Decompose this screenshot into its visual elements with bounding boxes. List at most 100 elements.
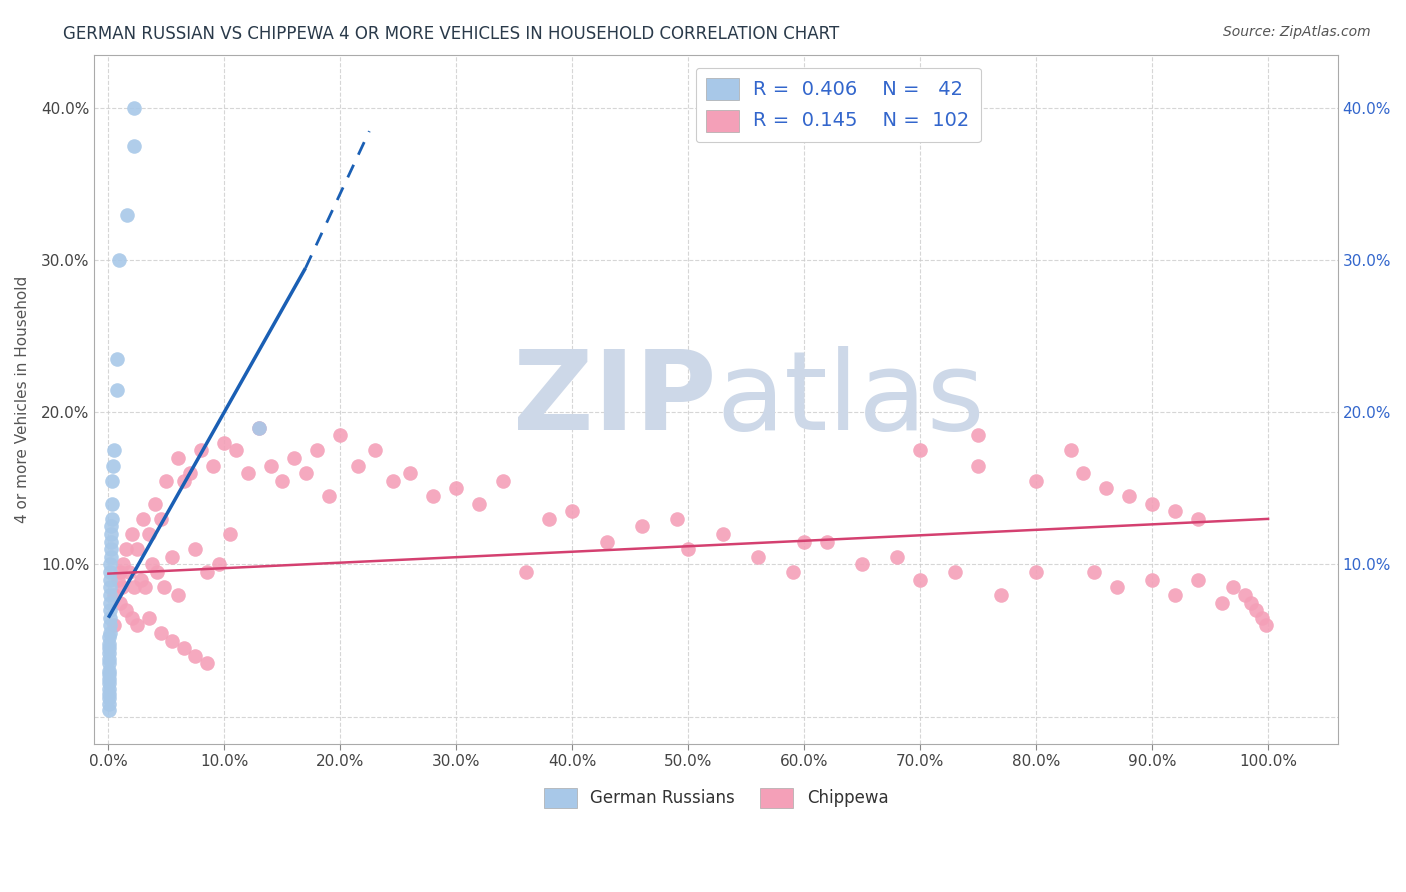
Point xyxy=(122,101,145,115)
Point xyxy=(422,489,444,503)
Point xyxy=(201,458,224,473)
Point xyxy=(115,208,138,222)
Point xyxy=(98,626,121,640)
Point xyxy=(173,474,195,488)
Point xyxy=(103,618,125,632)
Point xyxy=(98,603,121,617)
Point xyxy=(1222,580,1244,594)
Point xyxy=(294,467,316,481)
Point xyxy=(98,664,121,678)
Point xyxy=(179,467,201,481)
Point xyxy=(1094,482,1116,496)
Point xyxy=(138,527,160,541)
Point xyxy=(122,580,145,594)
Point xyxy=(167,451,190,466)
Point xyxy=(98,610,121,624)
Point xyxy=(98,672,121,686)
Point xyxy=(98,682,121,697)
Point xyxy=(967,458,990,473)
Point xyxy=(1071,467,1094,481)
Point xyxy=(1164,504,1187,518)
Point xyxy=(98,652,121,666)
Point xyxy=(1060,443,1083,458)
Point xyxy=(101,458,124,473)
Point xyxy=(908,573,931,587)
Point xyxy=(1233,588,1256,602)
Point xyxy=(446,482,468,496)
Point xyxy=(118,565,141,579)
Point xyxy=(103,588,125,602)
Text: GERMAN RUSSIAN VS CHIPPEWA 4 OR MORE VEHICLES IN HOUSEHOLD CORRELATION CHART: GERMAN RUSSIAN VS CHIPPEWA 4 OR MORE VEH… xyxy=(63,25,839,43)
Point xyxy=(271,474,294,488)
Point xyxy=(184,648,207,663)
Point xyxy=(98,667,121,681)
Point xyxy=(538,512,561,526)
Point xyxy=(122,139,145,153)
Point xyxy=(111,580,134,594)
Point xyxy=(98,691,121,706)
Point xyxy=(173,641,195,656)
Point xyxy=(630,519,652,533)
Text: atlas: atlas xyxy=(716,346,984,453)
Point xyxy=(1025,474,1047,488)
Point xyxy=(346,458,368,473)
Point xyxy=(468,497,491,511)
Point xyxy=(381,474,404,488)
Point xyxy=(1083,565,1105,579)
Point xyxy=(100,527,122,541)
Legend: German Russians, Chippewa: German Russians, Chippewa xyxy=(537,781,896,814)
Point xyxy=(98,646,121,660)
Text: ZIP: ZIP xyxy=(513,346,716,453)
Point xyxy=(184,542,207,557)
Point xyxy=(1251,610,1274,624)
Point xyxy=(1187,573,1209,587)
Point xyxy=(260,458,283,473)
Point xyxy=(132,512,155,526)
Point xyxy=(515,565,537,579)
Point xyxy=(1025,565,1047,579)
Point xyxy=(160,633,183,648)
Point xyxy=(100,549,122,564)
Point xyxy=(190,443,212,458)
Point xyxy=(1246,603,1268,617)
Point xyxy=(1107,580,1129,594)
Text: Source: ZipAtlas.com: Source: ZipAtlas.com xyxy=(1223,25,1371,39)
Point xyxy=(399,467,422,481)
Point xyxy=(225,443,247,458)
Point xyxy=(114,542,136,557)
Point xyxy=(195,657,218,671)
Point xyxy=(138,610,160,624)
Point xyxy=(782,565,804,579)
Point xyxy=(247,420,270,434)
Point xyxy=(98,588,121,602)
Point xyxy=(98,687,121,701)
Point xyxy=(676,542,699,557)
Point xyxy=(103,443,125,458)
Point xyxy=(943,565,966,579)
Point xyxy=(98,558,121,572)
Point xyxy=(101,474,124,488)
Y-axis label: 4 or more Vehicles in Household: 4 or more Vehicles in Household xyxy=(15,276,30,523)
Point xyxy=(149,626,172,640)
Point xyxy=(596,534,619,549)
Point xyxy=(851,558,873,572)
Point xyxy=(1187,512,1209,526)
Point xyxy=(207,558,229,572)
Point xyxy=(141,558,163,572)
Point xyxy=(98,676,121,690)
Point xyxy=(98,595,121,609)
Point xyxy=(112,558,135,572)
Point xyxy=(1254,618,1277,632)
Point xyxy=(219,527,242,541)
Point xyxy=(105,383,128,397)
Point xyxy=(283,451,305,466)
Point xyxy=(364,443,387,458)
Point xyxy=(665,512,688,526)
Point xyxy=(167,588,190,602)
Point xyxy=(990,588,1012,602)
Point xyxy=(98,657,121,671)
Point xyxy=(815,534,838,549)
Point xyxy=(1211,595,1233,609)
Point xyxy=(98,565,121,579)
Point xyxy=(146,565,169,579)
